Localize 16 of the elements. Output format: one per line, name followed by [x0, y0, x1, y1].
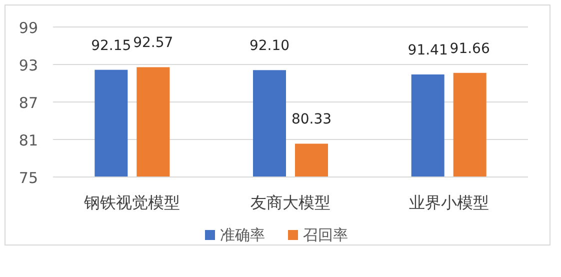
data-label: 91.41: [408, 42, 448, 58]
legend-label: 准确率: [220, 226, 265, 244]
y-tick-label: 93: [18, 56, 38, 74]
y-tick-label: 81: [18, 132, 38, 150]
data-label: 80.33: [291, 112, 332, 128]
y-tick-label: 75: [18, 169, 38, 187]
y-tick-label: 99: [18, 19, 38, 37]
x-tick-label: 业界小模型: [408, 193, 489, 212]
x-tick-label: 友商大模型: [250, 193, 330, 212]
data-label: 92.57: [133, 35, 174, 52]
y-tick-label: 87: [18, 94, 38, 112]
legend-label: 召回率: [303, 226, 348, 244]
data-label: 92.15: [91, 38, 132, 54]
data-label: 91.66: [450, 40, 490, 57]
data-label: 92.10: [249, 38, 290, 54]
x-tick-label: 钢铁视觉模型: [83, 193, 180, 212]
